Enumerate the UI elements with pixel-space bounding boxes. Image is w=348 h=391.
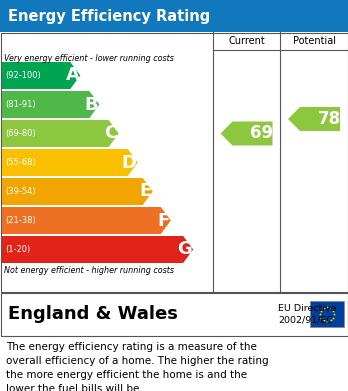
Text: (55-68): (55-68) bbox=[5, 158, 36, 167]
Text: (21-38): (21-38) bbox=[5, 216, 36, 225]
Text: (69-80): (69-80) bbox=[5, 129, 36, 138]
Text: (81-91): (81-91) bbox=[5, 100, 35, 109]
Bar bbox=[0, 292, 348, 335]
Text: A: A bbox=[65, 66, 79, 84]
Text: D: D bbox=[122, 154, 137, 172]
Polygon shape bbox=[2, 236, 193, 263]
Text: The energy efficiency rating is a measure of the
overall efficiency of a home. T: The energy efficiency rating is a measur… bbox=[6, 342, 269, 391]
Text: B: B bbox=[85, 95, 98, 113]
Text: Very energy efficient - lower running costs: Very energy efficient - lower running co… bbox=[4, 54, 174, 63]
Text: Potential: Potential bbox=[293, 36, 335, 46]
Bar bbox=[0, 0, 348, 32]
Polygon shape bbox=[2, 120, 119, 147]
Polygon shape bbox=[2, 91, 100, 118]
Text: England & Wales: England & Wales bbox=[8, 305, 178, 323]
Text: E: E bbox=[140, 183, 152, 201]
Text: Not energy efficient - higher running costs: Not energy efficient - higher running co… bbox=[4, 266, 174, 275]
Text: EU Directive
2002/91/EC: EU Directive 2002/91/EC bbox=[278, 303, 337, 325]
Polygon shape bbox=[2, 149, 138, 176]
Text: F: F bbox=[158, 212, 170, 230]
Polygon shape bbox=[288, 107, 340, 131]
Bar bbox=[0, 32, 348, 292]
Text: Energy Efficiency Rating: Energy Efficiency Rating bbox=[8, 9, 210, 23]
Bar bbox=[310, 301, 344, 327]
Text: G: G bbox=[177, 240, 192, 258]
Text: C: C bbox=[104, 124, 118, 142]
Text: (92-100): (92-100) bbox=[5, 71, 41, 80]
Text: Current: Current bbox=[228, 36, 265, 46]
Polygon shape bbox=[2, 62, 80, 89]
Text: 69: 69 bbox=[250, 124, 273, 142]
Polygon shape bbox=[2, 207, 171, 234]
Polygon shape bbox=[221, 122, 272, 145]
Text: (1-20): (1-20) bbox=[5, 245, 30, 254]
Polygon shape bbox=[2, 178, 153, 205]
Text: (39-54): (39-54) bbox=[5, 187, 35, 196]
Text: 78: 78 bbox=[317, 110, 341, 128]
